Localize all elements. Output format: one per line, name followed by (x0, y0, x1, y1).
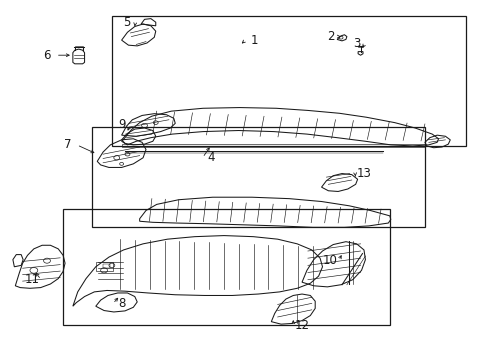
Text: 13: 13 (356, 167, 371, 180)
Text: 9: 9 (118, 118, 125, 131)
Text: 12: 12 (294, 319, 309, 332)
Text: 1: 1 (250, 33, 258, 47)
Text: 3: 3 (352, 36, 360, 50)
Text: 4: 4 (207, 151, 215, 164)
Text: 7: 7 (64, 138, 72, 151)
Text: 6: 6 (43, 49, 51, 62)
Text: 8: 8 (118, 297, 125, 310)
Text: 2: 2 (327, 30, 334, 43)
Text: 5: 5 (122, 16, 130, 29)
Text: 10: 10 (322, 254, 337, 267)
Text: 11: 11 (25, 273, 40, 286)
